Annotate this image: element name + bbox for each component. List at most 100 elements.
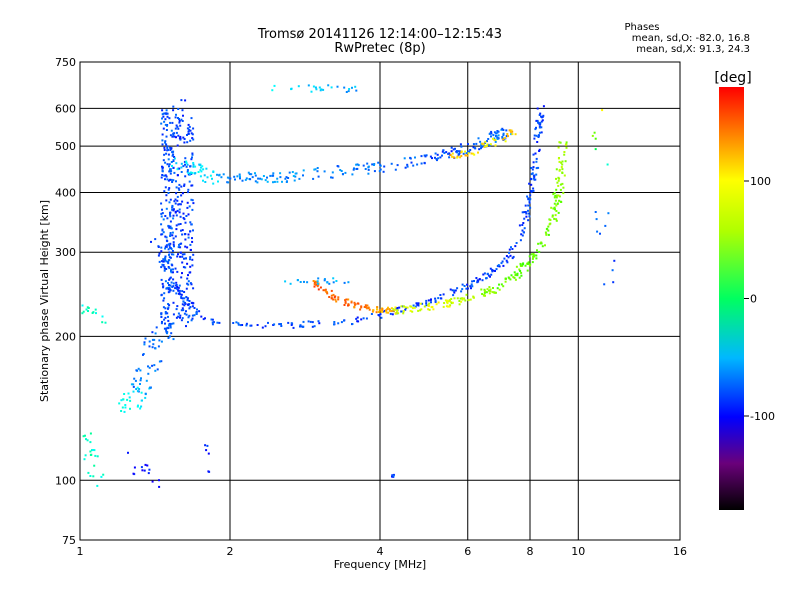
data-point [175,192,178,195]
data-point [178,284,181,287]
data-point [191,152,194,155]
data-point [129,399,132,402]
data-point [174,198,177,201]
data-point [483,145,486,148]
data-point [392,474,395,477]
data-point [520,233,523,236]
data-point [239,324,242,327]
data-point [165,268,168,270]
data-point [344,299,347,302]
data-point [383,165,386,168]
data-point [402,310,405,313]
data-point [411,310,414,313]
data-point [448,300,451,303]
data-point [551,214,554,217]
data-point [482,294,485,297]
data-point [101,315,104,318]
data-point [285,176,288,179]
data-point [425,302,428,305]
data-point [202,179,204,182]
data-point [239,177,241,180]
data-point [170,281,173,284]
data-point [191,156,193,159]
data-point [508,129,511,132]
data-point [292,175,295,177]
data-point [261,326,264,329]
data-point [188,271,191,274]
data-point [124,406,127,409]
data-point [272,172,275,175]
data-point [445,151,448,154]
data-point [462,152,465,155]
data-point [529,197,532,200]
data-point [551,215,554,218]
data-point [594,137,597,140]
colorbar-tick-label: 100 [750,175,771,188]
data-point [489,290,492,293]
data-point [414,156,416,159]
data-point [410,161,413,164]
data-point [176,168,179,171]
data-point [164,247,167,250]
data-point [498,265,501,268]
data-point [453,291,456,294]
data-point [351,86,353,89]
data-point [519,239,522,242]
data-point [162,218,165,221]
data-point [178,208,181,211]
chart-subtitle: RwPretec (8p) [334,41,426,56]
data-point [144,396,147,399]
data-point [174,202,177,205]
data-point [611,269,614,272]
data-point [317,288,320,291]
data-point [461,283,464,286]
data-point [120,410,123,412]
data-point [437,297,440,300]
data-point [362,317,365,320]
data-point [557,176,560,179]
data-point [172,179,175,182]
data-point [175,316,178,319]
data-point [553,206,556,209]
data-point [256,324,259,326]
data-point [191,317,194,320]
data-point [317,320,320,323]
data-point [172,166,175,169]
data-point [183,141,186,144]
data-point [175,186,178,189]
data-point [174,116,177,119]
data-point [299,325,301,328]
data-point [425,304,428,307]
data-point [218,173,221,176]
data-point [535,254,538,257]
data-point [186,163,189,166]
data-point [352,168,355,171]
data-point [163,190,166,193]
data-point [161,282,164,285]
data-point [547,225,550,228]
data-point [191,199,194,202]
data-point [476,281,479,284]
data-point [180,276,183,279]
data-point [381,308,384,310]
data-point [441,154,443,157]
data-point [318,322,321,325]
data-point [507,276,510,279]
data-point [532,153,535,156]
data-point [166,163,169,166]
data-point [184,266,187,269]
data-point [520,274,523,277]
data-point [189,230,192,233]
data-point [165,135,168,138]
data-point [395,310,398,313]
data-point [164,235,167,238]
data-point [180,194,183,197]
data-point [495,268,498,271]
data-point [184,301,186,304]
data-point [380,310,383,313]
data-point [420,308,423,311]
data-point [184,99,187,102]
data-point [416,163,419,166]
data-point [122,398,125,401]
data-point [154,369,157,372]
